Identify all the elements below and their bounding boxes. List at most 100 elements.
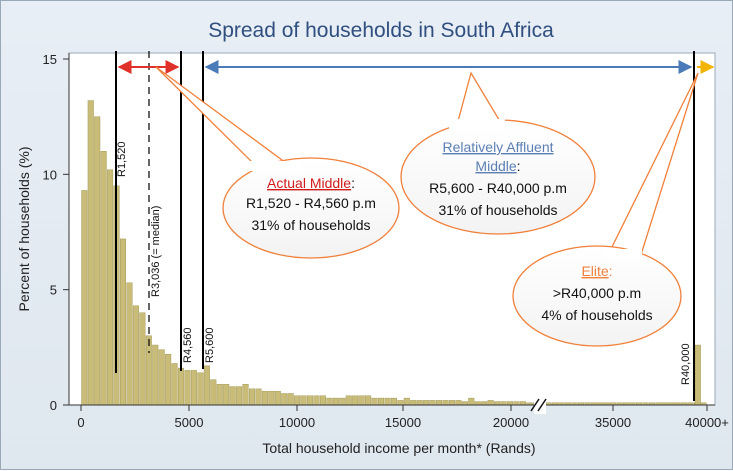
affluent-middle-share-text: 31% of households xyxy=(438,202,557,218)
histogram-bar xyxy=(410,400,417,406)
actual-middle-share-text: 31% of households xyxy=(251,217,370,233)
marker-label-median: R3,036 (= median) xyxy=(150,206,162,297)
histogram-bar xyxy=(365,395,372,406)
histogram-bar xyxy=(455,400,462,406)
actual-middle-colon: : xyxy=(351,175,355,191)
callout-actual-middle: Actual Middle: R1,520 - R4,560 p.m 31% o… xyxy=(155,66,400,259)
histogram-bar xyxy=(210,379,217,406)
callout-affluent-middle: Relatively Affluent Middle: R5,600 - R40… xyxy=(400,71,596,235)
histogram-bar xyxy=(494,401,501,406)
plot-area xyxy=(68,52,716,406)
histogram-bar xyxy=(500,401,507,406)
histogram-bar xyxy=(384,397,391,406)
histogram-bar xyxy=(423,400,430,406)
histogram-bar xyxy=(274,390,281,406)
y-tick-label: 0 xyxy=(50,398,57,413)
histogram-bar xyxy=(184,370,191,406)
histogram-bar xyxy=(152,344,159,406)
histogram-bar xyxy=(403,397,410,406)
histogram-bar xyxy=(145,335,152,406)
histogram-bar xyxy=(345,395,352,406)
histogram-bar xyxy=(281,393,288,406)
histogram-bar xyxy=(371,397,378,406)
axis-break-mark xyxy=(530,396,547,414)
histogram-bar xyxy=(378,397,385,406)
histogram-bar xyxy=(255,388,262,406)
histogram-bar xyxy=(223,384,230,406)
histogram-bar xyxy=(236,386,243,406)
x-tick-label: 15000 xyxy=(385,415,421,430)
histogram-bar xyxy=(694,344,701,406)
histogram-bar xyxy=(319,395,326,406)
histogram-bar xyxy=(94,116,101,406)
histogram-bar xyxy=(158,349,165,406)
actual-middle-heading: Actual Middle xyxy=(267,175,351,191)
y-tick-label: 15 xyxy=(43,52,57,67)
histogram-bar xyxy=(416,400,423,406)
elite-heading: Elite xyxy=(581,263,608,279)
histogram-bar xyxy=(294,395,301,406)
x-tick-label: 0 xyxy=(77,415,84,430)
histogram-bar xyxy=(229,386,236,406)
histogram-bar xyxy=(87,100,94,406)
histogram-bar xyxy=(242,384,249,406)
histogram-bar xyxy=(461,401,468,406)
histogram-bar xyxy=(429,400,436,406)
marker-label-r5600: R5,600 xyxy=(204,328,216,363)
histogram-bar xyxy=(178,367,185,406)
histogram-bar xyxy=(468,397,475,406)
svg-text:Middle:: Middle: xyxy=(475,158,520,174)
elite-colon: : xyxy=(609,263,613,279)
y-axis-title: Percent of households (%) xyxy=(16,147,32,312)
histogram-bar xyxy=(132,305,139,406)
histogram-bar xyxy=(390,397,397,406)
chart-title: Spread of households in South Africa xyxy=(208,19,554,42)
marker-lines xyxy=(115,51,695,401)
histogram-bar xyxy=(352,395,359,406)
histogram-bar xyxy=(81,190,88,406)
x-tick-label: 40000+ xyxy=(685,415,729,430)
histogram-bar xyxy=(436,400,443,406)
histogram-bar xyxy=(190,370,197,406)
histogram-bar xyxy=(507,401,514,406)
actual-middle-range-text: R1,520 - R4,560 p.m xyxy=(246,195,376,211)
histogram-bar xyxy=(203,365,210,406)
y-ticks: 0 5 10 15 xyxy=(43,52,69,413)
histogram-bar xyxy=(487,400,494,406)
histogram-bar xyxy=(100,151,107,406)
x-ticks: 0 5000 10000 15000 20000 35000 40000+ xyxy=(77,405,729,430)
histogram-bar xyxy=(448,400,455,406)
histogram-bar xyxy=(397,400,404,406)
histogram-bar xyxy=(107,169,114,406)
histogram-bar xyxy=(300,395,307,406)
histogram-bar xyxy=(481,401,488,406)
histogram-bar xyxy=(126,282,133,406)
callout-elite: Elite: >R40,000 p.m 4% of households xyxy=(512,72,699,347)
marker-label-r40000: R40,000 xyxy=(680,343,692,385)
marker-label-r4560: R4,560 xyxy=(182,328,194,363)
elite-range-text: >R40,000 p.m xyxy=(553,285,641,301)
histogram-bar xyxy=(339,397,346,406)
histogram-bar xyxy=(332,397,339,406)
marker-label-r1520: R1,520 xyxy=(116,142,128,177)
histogram-bar xyxy=(358,395,365,406)
affluent-middle-colon: : xyxy=(517,158,521,174)
histogram-bar xyxy=(313,395,320,406)
histogram-bar xyxy=(442,400,449,406)
histogram-bar xyxy=(248,388,255,406)
y-tick-label: 10 xyxy=(43,167,57,182)
x-axis-title: Total household income per month* (Rands… xyxy=(262,440,535,456)
histogram-bar xyxy=(261,390,268,406)
histogram-bar xyxy=(307,395,314,406)
svg-text:Elite:: Elite: xyxy=(581,263,612,279)
affluent-middle-range-text: R5,600 - R40,000 p.m xyxy=(429,180,567,196)
x-tick-label: 5000 xyxy=(175,415,204,430)
x-tick-label: 10000 xyxy=(279,415,315,430)
histogram-bar xyxy=(197,372,204,406)
histogram-bar xyxy=(513,401,520,406)
histogram-bar xyxy=(519,401,526,406)
histogram-bar xyxy=(268,390,275,406)
affluent-middle-heading: Relatively Affluent xyxy=(442,139,553,155)
